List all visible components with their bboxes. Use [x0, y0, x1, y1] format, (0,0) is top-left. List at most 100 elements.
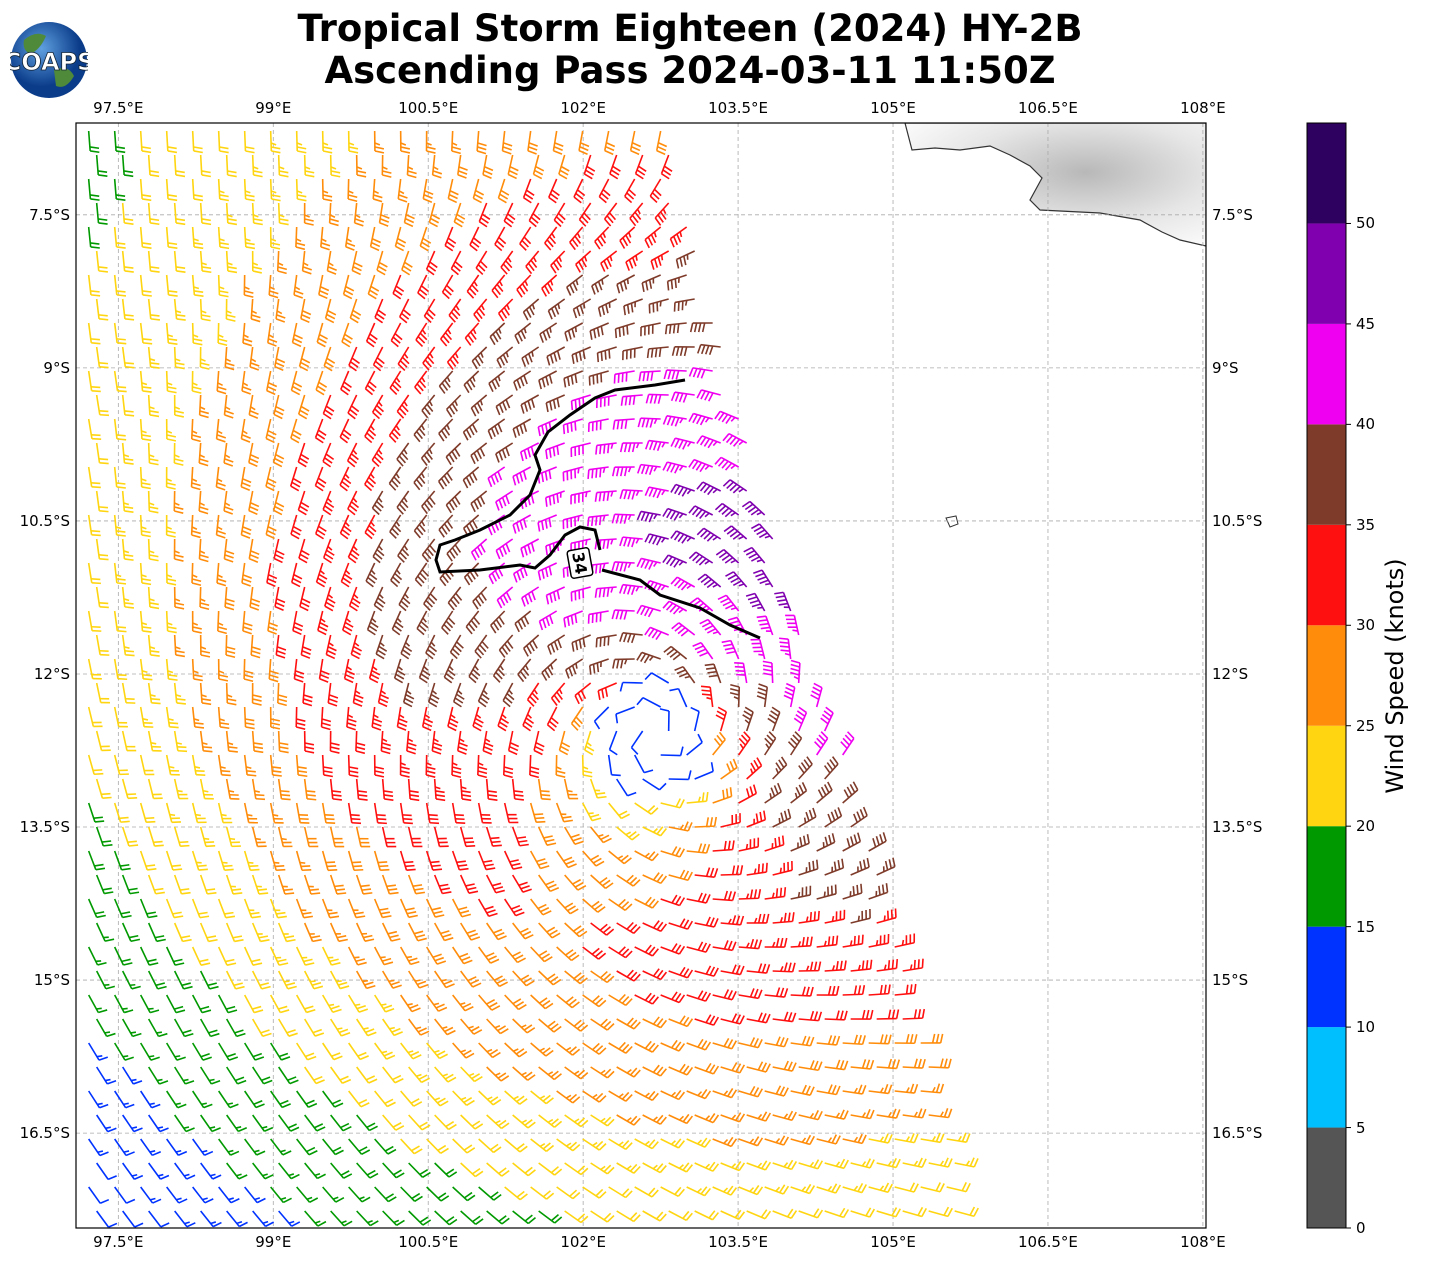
- wind-barb: [850, 909, 871, 924]
- wind-barb: [295, 130, 307, 154]
- wind-barb: [488, 370, 506, 393]
- wind-barb: [425, 130, 436, 154]
- wind-barb: [249, 586, 261, 611]
- wind-barb: [95, 682, 110, 704]
- wind-barb: [113, 850, 131, 871]
- wind-barb: [215, 514, 226, 539]
- wind-barb: [199, 1018, 220, 1038]
- wind-barb: [173, 682, 186, 705]
- lon-tick-top: 106.5°E: [1017, 99, 1078, 117]
- wind-barb: [373, 130, 385, 154]
- wind-barb: [608, 1138, 633, 1151]
- wind-barb: [278, 1162, 300, 1180]
- wind-barb: [717, 594, 740, 612]
- wind-barb: [638, 370, 661, 382]
- wind-barb: [373, 754, 385, 778]
- wind-barb: [223, 538, 235, 563]
- wind-barb: [538, 874, 560, 893]
- wind-barb: [243, 658, 254, 683]
- wind-barb: [250, 634, 261, 659]
- wind-barb: [121, 730, 137, 752]
- wind-barb: [593, 706, 610, 730]
- wind-barb: [274, 586, 286, 612]
- wind-barb: [173, 442, 184, 466]
- wind-barb: [148, 1114, 169, 1133]
- wind-barb: [512, 562, 532, 583]
- wind-barb: [928, 1206, 953, 1218]
- wind-barb: [88, 1138, 109, 1157]
- wind-barb: [421, 706, 434, 732]
- wind-barb: [121, 970, 141, 990]
- wind-barb: [495, 490, 514, 511]
- wind-barb: [174, 1162, 196, 1180]
- wind-barb: [217, 658, 229, 682]
- wind-barb: [659, 708, 670, 732]
- wind-barb: [612, 658, 635, 669]
- wind-barb: [165, 850, 183, 871]
- wind-barb: [165, 802, 182, 824]
- wind-barb: [520, 538, 540, 558]
- wind-barb: [198, 394, 209, 419]
- wind-barb: [121, 154, 134, 178]
- wind-barb: [478, 946, 500, 964]
- wind-barb: [400, 994, 421, 1013]
- wind-barb: [556, 1138, 581, 1152]
- wind-barb: [165, 706, 179, 729]
- wind-barb: [87, 706, 103, 728]
- wind-barb: [587, 514, 609, 527]
- wind-barb: [746, 862, 768, 876]
- wind-barb: [570, 490, 591, 505]
- lon-tick-bottom: 105°E: [870, 1233, 916, 1251]
- wind-barb: [113, 658, 128, 681]
- wind-barb: [772, 1208, 798, 1219]
- wind-barb: [603, 202, 618, 227]
- wind-barb: [738, 1184, 764, 1196]
- wind-barb: [173, 202, 186, 226]
- wind-barb: [240, 466, 252, 491]
- wind-barb: [289, 466, 302, 492]
- wind-barb: [608, 850, 632, 865]
- wind-barb: [304, 1162, 326, 1180]
- wind-barb: [902, 1108, 927, 1119]
- wind-barb: [850, 1059, 875, 1070]
- wind-barb: [191, 1042, 212, 1061]
- wind-barb: [225, 1066, 247, 1085]
- wind-barb: [528, 202, 541, 228]
- wind-barb: [365, 562, 378, 588]
- wind-barb: [669, 226, 688, 248]
- wind-barb: [539, 322, 558, 343]
- wind-barb: [394, 226, 407, 252]
- wind-barb: [243, 706, 255, 730]
- wind-barb: [660, 1089, 686, 1101]
- colorbar-bin: [1307, 1027, 1346, 1128]
- wind-barb: [414, 370, 428, 395]
- wind-barb: [373, 586, 386, 612]
- wind-barb: [629, 130, 642, 156]
- wind-barb: [552, 130, 564, 155]
- wind-barb: [743, 546, 766, 564]
- wind-barb: [121, 682, 136, 704]
- wind-barb: [787, 731, 803, 756]
- wind-barb: [391, 610, 404, 636]
- wind-barb: [355, 922, 375, 942]
- wind-barb: [451, 130, 462, 155]
- wind-barb: [382, 1210, 405, 1227]
- lon-tick-top: 100.5°E: [398, 99, 459, 117]
- wind-barb: [686, 941, 711, 953]
- wind-barb: [95, 154, 108, 178]
- wind-barb: [746, 757, 763, 780]
- wind-barb: [224, 346, 235, 371]
- wind-barb: [463, 562, 480, 586]
- wind-barb: [372, 538, 385, 564]
- wind-barb: [463, 370, 480, 394]
- wind-barb: [608, 1041, 633, 1054]
- lat-tick-left: 12°S: [33, 664, 70, 683]
- wind-barb: [95, 730, 111, 752]
- wind-barb: [696, 389, 721, 402]
- gridlines: [76, 123, 1206, 1228]
- wind-barb: [619, 536, 643, 548]
- wind-barb: [876, 1207, 902, 1218]
- wind-barb: [243, 946, 263, 966]
- wind-barb: [329, 826, 345, 848]
- wind-barb: [267, 610, 278, 635]
